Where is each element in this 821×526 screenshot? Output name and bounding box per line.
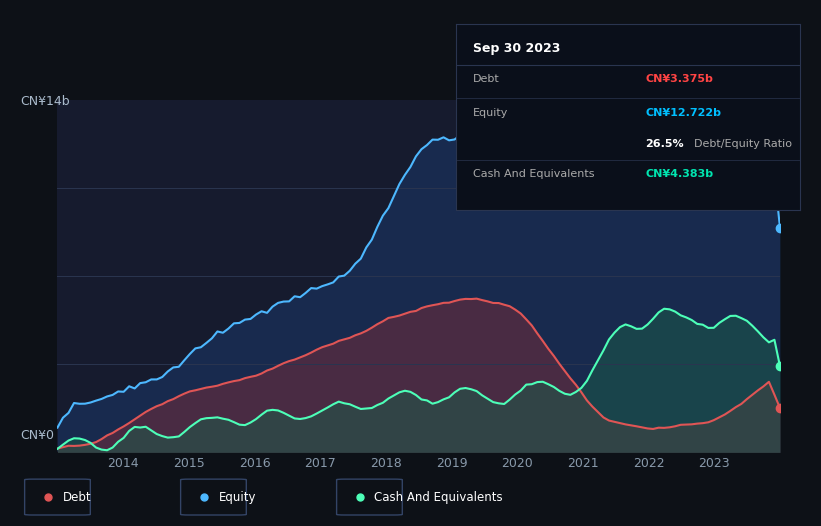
FancyBboxPatch shape <box>337 479 402 515</box>
Text: Equity: Equity <box>218 491 256 503</box>
FancyBboxPatch shape <box>25 479 90 515</box>
Text: 26.5%: 26.5% <box>645 139 684 149</box>
Text: Cash And Equivalents: Cash And Equivalents <box>473 169 594 179</box>
Text: CN¥14b: CN¥14b <box>21 95 70 108</box>
Text: Equity: Equity <box>473 108 508 118</box>
Text: Sep 30 2023: Sep 30 2023 <box>473 43 560 55</box>
Text: CN¥12.722b: CN¥12.722b <box>645 108 722 118</box>
Text: CN¥3.375b: CN¥3.375b <box>645 74 713 84</box>
Text: Debt: Debt <box>473 74 500 84</box>
Text: CN¥0: CN¥0 <box>21 429 54 442</box>
FancyBboxPatch shape <box>181 479 246 515</box>
Text: Debt/Equity Ratio: Debt/Equity Ratio <box>694 139 791 149</box>
Text: Cash And Equivalents: Cash And Equivalents <box>374 491 503 503</box>
Text: CN¥4.383b: CN¥4.383b <box>645 169 713 179</box>
Text: Debt: Debt <box>62 491 91 503</box>
